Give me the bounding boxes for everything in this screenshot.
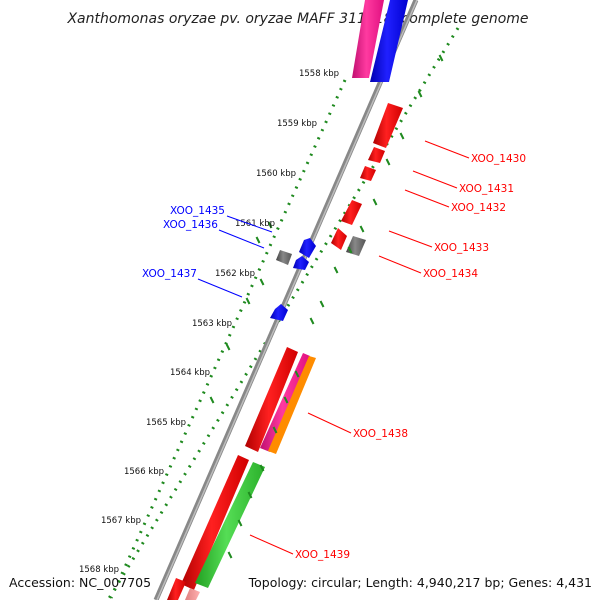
gene-xoo-1433a[interactable] xyxy=(341,200,362,225)
ring-tick xyxy=(225,343,231,351)
gene-label[interactable]: XOO_1439 xyxy=(295,549,350,561)
genome-backbone xyxy=(153,0,419,600)
ring-tick xyxy=(359,225,365,233)
gene-xoo-1437[interactable] xyxy=(270,304,288,321)
gene-xoo-1430[interactable] xyxy=(373,103,403,148)
leader-line xyxy=(378,255,422,274)
gene-bottom-pink[interactable] xyxy=(185,588,200,600)
gene-label[interactable]: XOO_1431 xyxy=(459,183,514,195)
genome-summary: Topology: circular; Length: 4,940,217 bp… xyxy=(248,575,592,590)
gene-xoo-1434[interactable] xyxy=(346,236,366,256)
ring-tick xyxy=(309,317,315,325)
gene-xoo-1438-magenta[interactable] xyxy=(260,353,310,452)
ring-tick xyxy=(267,221,273,229)
scale-label: 1566 kbp xyxy=(124,467,164,477)
gene-xoo-1435[interactable] xyxy=(299,238,316,258)
scale-label: 1564 kbp xyxy=(170,368,210,378)
leader-line xyxy=(307,412,352,434)
leader-line xyxy=(424,140,470,159)
outer-dotted-ring xyxy=(106,27,460,600)
gene-xoo-1436[interactable] xyxy=(293,256,309,270)
leader-line xyxy=(404,189,450,208)
scale-label: 1558 kbp xyxy=(299,69,339,79)
outer-ring-ticks xyxy=(209,54,444,559)
leader-line xyxy=(249,534,294,555)
gene-xoo-1439-green[interactable] xyxy=(195,462,265,588)
ring-tick xyxy=(385,158,391,166)
scale-label: 1561 kbp xyxy=(235,219,275,229)
accession-label: Accession: NC_007705 xyxy=(9,575,151,590)
ring-tick xyxy=(294,370,300,378)
ring-tick xyxy=(372,198,378,206)
gene-labels: XOO_1430 XOO_1431 XOO_1432 XOO_1433 XOO_1434… xyxy=(142,140,526,561)
gene-xoo-1429-magenta[interactable] xyxy=(352,0,384,78)
gene-xoo-1438-red[interactable] xyxy=(245,347,298,452)
gene-bottom-red[interactable] xyxy=(167,578,186,600)
scale-label: 1567 kbp xyxy=(101,516,141,526)
ring-tick xyxy=(417,90,423,98)
ring-tick xyxy=(259,464,265,472)
gene-xoo-1433[interactable] xyxy=(331,228,347,250)
gene-label[interactable]: XOO_1438 xyxy=(353,428,408,440)
ring-tick xyxy=(283,396,289,404)
scale-label: 1563 kbp xyxy=(192,319,232,329)
ring-tick xyxy=(247,491,253,499)
ring-tick xyxy=(259,278,265,286)
genome-backbone-highlight xyxy=(156,0,418,600)
gene-xoo-1431[interactable] xyxy=(368,147,385,163)
scale-label: 1562 kbp xyxy=(215,269,255,279)
scale-labels: 1558 kbp 1559 kbp 1560 kbp 1561 kbp 1562 kbp… xyxy=(79,69,339,575)
ring-tick xyxy=(209,396,215,404)
gene-grey-left[interactable] xyxy=(276,250,292,265)
reverse-strand-genes xyxy=(352,0,408,82)
gene-label[interactable]: XOO_1436 xyxy=(163,219,218,231)
ring-tick xyxy=(237,519,243,527)
ring-tick xyxy=(319,300,325,308)
leader-line xyxy=(388,230,433,248)
gene-label[interactable]: XOO_1430 xyxy=(471,153,526,165)
ring-tick xyxy=(245,297,251,305)
ring-tick xyxy=(227,551,233,559)
ring-tick xyxy=(255,236,261,244)
ring-tick xyxy=(333,266,339,274)
ring-tick xyxy=(272,426,278,434)
scale-label: 1559 kbp xyxy=(277,119,317,129)
leader-line xyxy=(412,170,458,189)
gene-xoo-1438-orange[interactable] xyxy=(268,356,316,454)
gene-blue-top[interactable] xyxy=(370,0,408,82)
leader-line xyxy=(218,229,265,249)
scale-label: 1565 kbp xyxy=(146,418,186,428)
gene-xoo-1439-red[interactable] xyxy=(181,455,249,590)
gene-label[interactable]: XOO_1437 xyxy=(142,268,197,280)
ring-tick xyxy=(347,246,353,254)
ring-tick xyxy=(399,132,405,140)
gene-xoo-1432[interactable] xyxy=(360,166,376,181)
leader-line xyxy=(197,278,243,298)
map-title: Xanthomonas oryzae pv. oryzae MAFF 31101… xyxy=(66,11,528,27)
gene-label[interactable]: XOO_1434 xyxy=(423,268,478,280)
scale-label: 1560 kbp xyxy=(256,169,296,179)
gene-label[interactable]: XOO_1435 xyxy=(170,205,225,217)
ring-tick xyxy=(438,54,444,62)
forward-strand-genes xyxy=(167,103,403,600)
gene-label[interactable]: XOO_1433 xyxy=(434,242,489,254)
leader-line xyxy=(226,215,273,233)
gene-label[interactable]: XOO_1432 xyxy=(451,202,506,214)
scale-label: 1568 kbp xyxy=(79,565,119,575)
